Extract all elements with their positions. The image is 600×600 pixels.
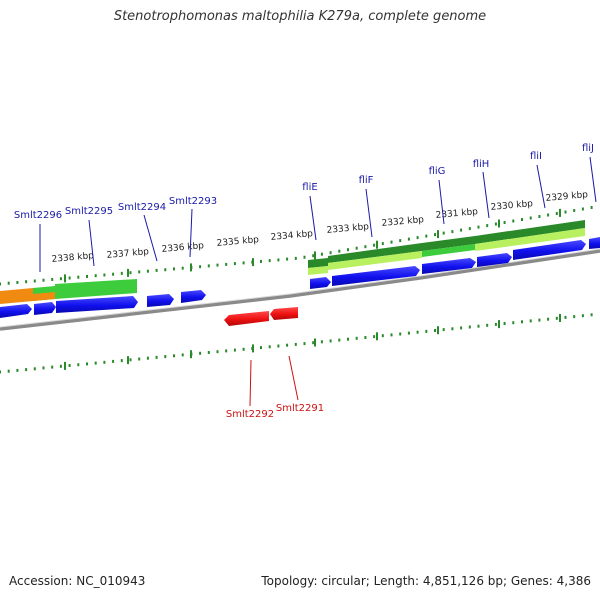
cog-bars: [0, 220, 585, 304]
gene-label-forward: fliJ: [582, 143, 594, 154]
scale-labels: 2338 kbp 2337 kbp 2336 kbp 2335 kbp 2334 kbp…: [51, 190, 588, 265]
gene-arrow-flie: [310, 277, 331, 289]
scale-label: 2335 kbp: [216, 235, 259, 249]
cog-bar-orange: [0, 288, 33, 304]
scale-label: 2332 kbp: [381, 215, 424, 229]
gene-label-forward: Smlt2296: [14, 210, 62, 221]
gene-label-forward: fliE: [302, 182, 317, 193]
gene-label-leader: [288, 355, 299, 401]
genome-backbone: [0, 249, 600, 331]
scale-label: 2331 kbp: [435, 207, 478, 221]
gene-arrow-2293: [181, 290, 206, 303]
scale-label: 2338 kbp: [51, 251, 94, 265]
gene-label-leader: [438, 179, 445, 225]
gene-label-leader: [589, 156, 597, 203]
gene-label-leader: [249, 359, 252, 407]
forward-genes: [0, 237, 600, 318]
scale-label: 2330 kbp: [490, 199, 533, 213]
cog-bar-orange-2: [33, 292, 55, 301]
gene-arrow-2292: [224, 311, 269, 326]
cog-bar-dark-flih: [475, 220, 585, 244]
gene-arrow-flih: [477, 253, 512, 267]
scale-label: 2329 kbp: [545, 190, 588, 204]
gene-label-forward: Smlt2295: [65, 206, 113, 217]
scale-label: 2337 kbp: [106, 247, 149, 261]
gene-arrow-flig: [422, 258, 476, 274]
gene-label-forward: fliH: [473, 159, 490, 170]
scale-label: 2333 kbp: [326, 222, 369, 236]
cog-bar-green-2296: [55, 279, 137, 299]
gene-label-leader: [482, 171, 490, 219]
gene-label-leader: [309, 195, 317, 241]
gene-label-forward: Smlt2293: [169, 196, 217, 207]
cog-bar-light-flih: [475, 228, 585, 251]
genome-backbone-highlight: [0, 248, 600, 328]
reverse-genes: [224, 307, 298, 326]
cog-bar-dark-flig: [422, 236, 475, 251]
tick-marks: [0, 206, 593, 374]
gene-label-forward: fliG: [429, 166, 446, 177]
cog-bar-dark-flif: [328, 243, 422, 263]
gene-label-forward: fliF: [359, 175, 374, 186]
map-title: Stenotrophomonas maltophilia K279a, comp…: [113, 9, 487, 24]
genome-summary-text: Topology: circular; Length: 4,851,126 bp…: [261, 574, 591, 588]
gene-label-leader: [536, 164, 546, 209]
gene-arrow-2296: [34, 302, 56, 315]
gene-label-forward: Smlt2294: [118, 202, 166, 213]
gene-label-leader: [88, 219, 95, 267]
gene-arrow-flij: [589, 237, 600, 249]
gene-label-reverse: Smlt2292: [226, 409, 274, 420]
gene-arrow-2297: [0, 304, 32, 318]
gene-arrow-2295: [56, 296, 138, 313]
gene-label-reverse: Smlt2291: [276, 403, 324, 414]
gene-arrow-2291: [270, 307, 298, 320]
accession-text: Accession: NC_010943: [9, 574, 146, 588]
gene-arrow-2294: [147, 294, 174, 307]
gene-arrow-flii: [513, 240, 586, 260]
cog-bar-dark-flie: [308, 258, 328, 268]
cog-bar-light-flif: [328, 251, 422, 270]
gene-label-forward: fliI: [530, 151, 542, 162]
cog-bar-light-flie: [308, 266, 328, 275]
scale-label: 2334 kbp: [270, 229, 313, 243]
scale-label: 2336 kbp: [161, 241, 204, 255]
gene-label-leader: [365, 188, 373, 238]
cog-bar-mid-flig: [422, 244, 475, 257]
gene-label-leader: [143, 214, 158, 262]
gene-arrow-flif: [332, 266, 420, 286]
gene-label-leader: [189, 208, 193, 258]
